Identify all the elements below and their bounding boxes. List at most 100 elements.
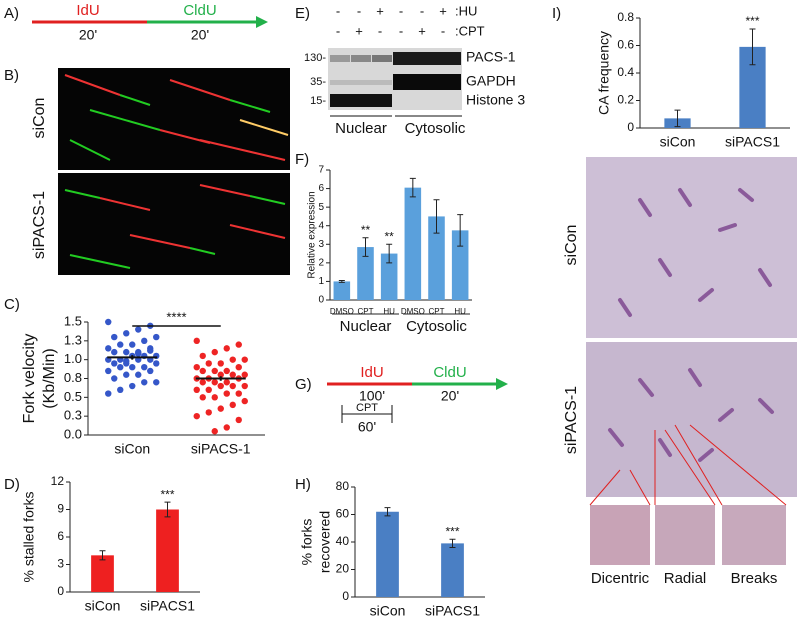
y-tick-label: 1.5 [64,313,82,328]
y-tick-label: 3 [57,557,64,571]
size-marker: 15- [310,95,326,107]
dot [123,330,130,337]
cpt-bracket [341,405,393,423]
error-bar [384,507,391,517]
bar [380,253,398,300]
y-tick-label: 0 [342,589,349,603]
bar [91,555,114,592]
error-bar [457,214,464,247]
zoom-lines [589,424,787,506]
y-tick-label: 2 [318,257,324,268]
dot [123,348,130,356]
treatment-label: :CPT [455,23,485,38]
zoom-label: Radial [664,570,707,587]
y-tick-label: 4 [318,220,324,231]
x-tick-label: siCon [370,603,406,619]
bar [404,187,422,300]
dot [235,416,242,424]
dot [193,386,200,393]
y-tick-label: 0 [318,295,324,306]
y-axis-label: Relative expression [307,191,318,278]
y-tick-label: 1.0 [64,351,82,366]
y-tick-label: 0 [57,584,64,598]
significance-label: **** [166,309,186,324]
error-bar [749,28,756,66]
time-label: 20' [191,27,209,43]
star-label: *** [160,487,174,501]
arrow-head [256,16,268,28]
x-tick-label: HU [454,307,466,316]
x-tick-label: siPACS1 [725,134,780,150]
y-tick-label: 0.4 [617,65,634,79]
dot [153,360,160,367]
panel-label: G) [295,376,312,393]
y-axis-label: recovered [317,511,333,573]
star-label: ** [384,229,394,243]
error-bar [674,109,681,128]
dot [117,386,124,393]
dot [217,405,224,412]
dot [199,352,206,360]
dot [199,379,206,386]
dot [193,337,200,345]
fraction-label: Cytosolic [405,120,466,137]
size-marker: 35- [310,76,326,88]
sign: + [376,3,384,18]
panel-label: I) [552,5,561,22]
sign: - [378,23,382,38]
x-tick-label: DMSO [330,307,354,316]
dot [199,367,206,375]
bar [357,247,374,300]
blot-bands [330,52,461,107]
error-bar [99,550,106,561]
dot [241,382,248,390]
dot [241,371,248,378]
y-tick-label: 0.8 [64,370,82,385]
dot [129,382,136,390]
y-tick-label: 6 [57,529,64,543]
dot [229,401,236,409]
group-label: Cytosolic [406,318,467,335]
dot [223,367,230,375]
dot [217,382,224,390]
zoom-image [722,505,786,565]
y-tick-label: 0.6 [617,38,634,52]
star-label: ** [361,223,371,237]
idu-label: IdU [360,364,383,381]
error-bar [386,243,393,264]
dot [117,364,124,371]
y-axis-label: (Kb/Min) [41,348,58,408]
panel-label: C) [4,296,20,313]
y-axis-label: CA frequency [596,31,612,115]
dot [105,390,112,397]
time-label: 20' [79,27,97,43]
error-bar [449,538,456,548]
dot [229,382,236,390]
y-tick-label: 60 [336,507,350,521]
dot [111,333,118,341]
y-axis-label: % stalled forks [21,491,37,582]
bar [441,543,464,597]
dot [153,379,160,386]
fraction-label: Nuclear [335,120,387,137]
y-tick-label: 12 [51,474,65,488]
group-label: Nuclear [340,318,392,335]
y-tick-label: 0.8 [617,10,634,24]
sign: - [420,3,424,18]
dot [147,367,154,375]
band-label: GAPDH [466,73,516,89]
dot [129,364,136,371]
dot [211,348,218,356]
dot [235,341,242,348]
x-tick-label: siPACS-1 [191,441,251,457]
dot [153,333,160,341]
image-label: siPACS-1 [31,191,48,259]
fiber-image [58,68,290,170]
sign: - [336,23,340,38]
panel-label: B) [4,67,19,84]
dot [141,379,148,386]
bar [156,509,179,592]
dot [241,397,248,405]
dot [111,375,118,382]
panel-label: F) [295,151,309,168]
